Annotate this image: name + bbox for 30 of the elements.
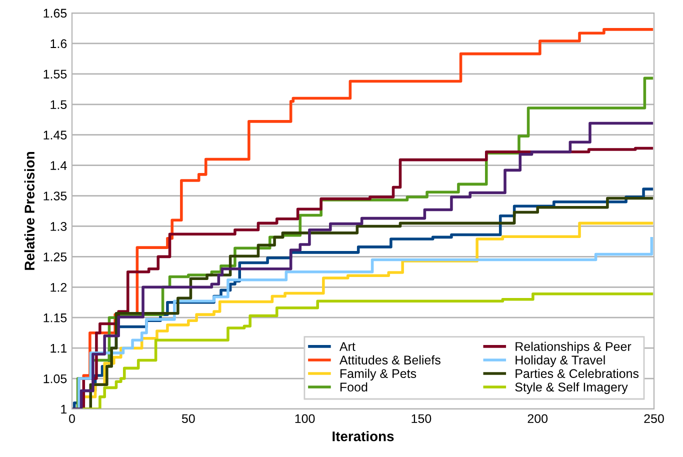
x-tick-label: 100: [295, 414, 315, 424]
legend-label: Art: [339, 342, 356, 351]
x-tick-label: 0: [69, 414, 75, 424]
y-tick-label: 1.35: [44, 192, 67, 200]
y-tick-label: 1.6: [50, 39, 67, 48]
y-tick-label: 1.05: [44, 374, 67, 384]
x-axis-title: Iterations: [332, 431, 394, 442]
legend-label: Food: [340, 382, 368, 392]
y-tick-label: 1.15: [44, 314, 67, 322]
legend-label: Style & Self Imagery: [515, 382, 628, 394]
y-tick-label: 1.4: [50, 161, 67, 170]
x-tick-label: 200: [528, 414, 548, 424]
x-tick-label: 50: [182, 414, 195, 424]
legend-label: Holiday & Travel: [516, 355, 605, 367]
y-tick-label: 1.3: [50, 222, 67, 231]
y-axis-title: Relative Precision: [24, 152, 35, 270]
y-tick-label: 1.5: [50, 100, 67, 110]
x-tick-label: 150: [412, 414, 432, 424]
y-tick-label: 1.1: [50, 344, 67, 353]
y-tick-label: 1.55: [44, 70, 67, 79]
y-tick-label: 1.2: [50, 282, 67, 292]
y-tick-label: 1: [61, 404, 67, 414]
y-tick-label: 1.65: [44, 8, 67, 18]
legend-label: Family & Pets: [340, 368, 416, 380]
y-tick-label: 1.25: [44, 252, 67, 262]
x-tick-label: 250: [644, 414, 664, 424]
legend-label: Parties & Celebrations: [516, 368, 639, 378]
legend-label: Relationships & Peer: [516, 342, 632, 354]
legend-label: Attitudes & Beliefs: [339, 355, 440, 364]
y-tick-label: 1.45: [44, 130, 67, 140]
